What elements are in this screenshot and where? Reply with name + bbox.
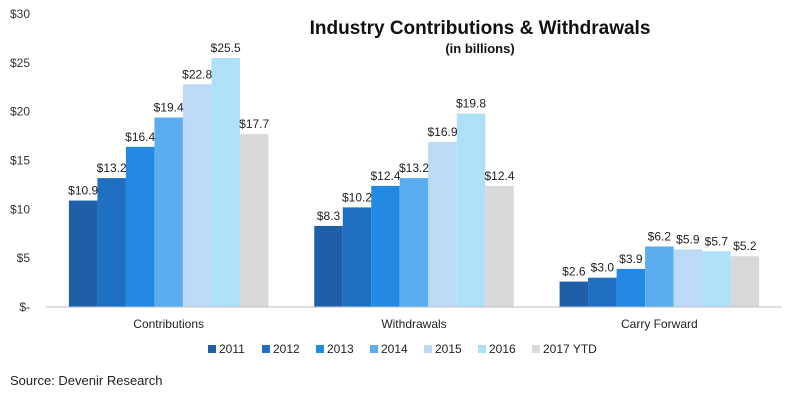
legend-swatch (532, 345, 540, 353)
bar-2014-contributions (154, 117, 183, 307)
data-labels: $10.9$13.2$16.4$19.4$22.8$25.5$17.7$8.3$… (68, 41, 757, 279)
y-tick-label: $15 (10, 154, 30, 168)
bar-2015-contributions (182, 84, 212, 307)
legend-label: 2015 (435, 342, 462, 356)
y-tick-label: $20 (10, 105, 30, 119)
bar-2011-withdrawals (314, 225, 343, 307)
legend-label: 2014 (381, 342, 408, 356)
data-label: $19.8 (456, 97, 486, 111)
data-label: $6.2 (648, 229, 672, 243)
data-label: $13.2 (399, 161, 429, 175)
bar-2012-withdrawals (342, 207, 372, 307)
data-label: $2.6 (562, 265, 586, 279)
legend-swatch (424, 345, 432, 353)
legend-swatch (370, 345, 378, 353)
bar-2016-contributions (211, 57, 240, 308)
legend-swatch (262, 345, 270, 353)
category-label: Contributions (133, 317, 204, 331)
legend-label: 2016 (489, 342, 516, 356)
bar-2017-ytd-contributions (239, 134, 269, 307)
legend-label: 2012 (273, 342, 300, 356)
bar-2011-carry-forward (559, 281, 589, 307)
category-label: Carry Forward (621, 317, 698, 331)
bar-2013-withdrawals (371, 185, 400, 307)
bar-2012-carry-forward (588, 277, 617, 307)
data-label: $12.4 (370, 169, 400, 183)
category-label: Withdrawals (381, 317, 446, 331)
data-label: $5.2 (733, 239, 757, 253)
y-tick-label: $- (19, 300, 30, 314)
chart-subtitle: (in billions) (445, 41, 514, 56)
bar-2015-carry-forward (673, 249, 703, 307)
bars (68, 57, 760, 308)
bar-2017-ytd-carry-forward (730, 256, 760, 307)
bar-2016-withdrawals (456, 113, 486, 308)
data-label: $17.7 (239, 117, 269, 131)
source-note: Source: Devenir Research (10, 373, 163, 388)
legend-swatch (316, 345, 324, 353)
y-tick-label: $25 (10, 56, 30, 70)
legend-label: 2013 (327, 342, 354, 356)
bar-2016-carry-forward (702, 251, 731, 307)
data-label: $5.9 (676, 232, 700, 246)
bar-2015-withdrawals (428, 141, 457, 307)
legend-label: 2017 YTD (543, 342, 597, 356)
bar-2011-contributions (68, 200, 98, 307)
data-label: $3.0 (591, 261, 615, 275)
bar-2017-ytd-withdrawals (485, 185, 514, 307)
data-label: $10.9 (68, 184, 98, 198)
data-label: $22.8 (182, 67, 212, 81)
category-labels: Contributions Withdrawals Carry Forward (133, 317, 697, 331)
chart-title: Industry Contributions & Withdrawals (310, 18, 651, 39)
legend-label: 2011 (219, 342, 245, 356)
data-label: $19.4 (154, 101, 184, 115)
bar-2014-withdrawals (399, 178, 429, 307)
data-label: $16.4 (125, 130, 155, 144)
data-label: $3.9 (619, 252, 643, 266)
bar-2013-contributions (125, 146, 155, 307)
y-axis: $- $5 $10 $15 $20 $25 $30 (10, 7, 30, 314)
data-label: $10.2 (342, 190, 372, 204)
data-label: $5.7 (705, 234, 729, 248)
bar-2013-carry-forward (616, 268, 646, 307)
y-tick-label: $5 (17, 251, 31, 265)
bar-2014-carry-forward (645, 246, 674, 307)
data-label: $12.4 (484, 169, 514, 183)
legend: 2011 2012 2013 2014 2015 2016 2017 YTD (208, 342, 597, 356)
data-label: $13.2 (97, 161, 127, 175)
data-label: $16.9 (427, 125, 457, 139)
legend-swatch (478, 345, 486, 353)
legend-swatch (208, 345, 216, 353)
data-label: $8.3 (317, 209, 341, 223)
y-tick-label: $30 (10, 7, 30, 21)
y-tick-label: $10 (10, 202, 30, 216)
data-label: $25.5 (211, 41, 241, 55)
bar-2012-contributions (97, 178, 126, 307)
